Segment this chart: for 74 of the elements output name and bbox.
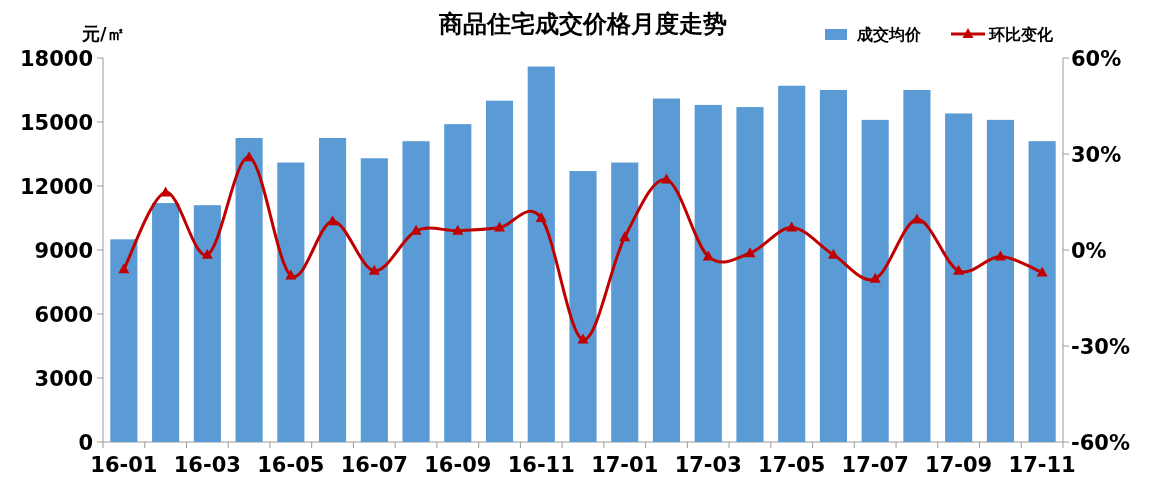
x-tick-label: 16-01 [90,453,158,477]
legend-label: 成交均价 [856,25,922,44]
bar [569,171,597,442]
y2-tick-label: 30% [1071,143,1122,167]
bar [110,239,138,442]
bar [903,90,931,442]
point [911,213,923,224]
y2-tick-label: 0% [1071,239,1107,263]
bar [277,162,305,442]
y-tick-label: 12000 [19,175,93,199]
x-tick-label: 17-01 [591,453,659,477]
bar [652,98,681,442]
point [452,224,464,235]
point [786,221,798,232]
y2-tick-label: -30% [1071,335,1130,359]
x-tick-label: 16-03 [173,453,241,477]
point [619,231,631,242]
x-tick-label: 16-11 [507,453,575,477]
y2-tick-label: -60% [1071,431,1130,455]
x-tick-label: 17-11 [1008,453,1076,477]
point [368,264,380,275]
x-tick-label: 17-05 [758,453,826,477]
y-tick-label: 0 [78,431,93,455]
bar [611,162,639,442]
x-tick-label: 17-09 [925,453,993,477]
point [702,250,714,261]
y-tick-label: 9000 [34,239,93,263]
bar [360,158,388,442]
point [494,221,506,232]
chart-title: 商品住宅成交价格月度走势 [438,10,727,38]
point [869,272,881,283]
bar [485,100,514,442]
point [827,248,839,259]
point [994,250,1006,261]
point [744,247,756,258]
y-tick-label: 18000 [19,47,93,71]
bar [152,203,180,442]
bar [235,138,263,442]
bar [527,66,555,442]
bar [402,141,430,442]
point [243,151,255,162]
bar [444,124,472,442]
bar [819,90,847,442]
y-tick-label: 15000 [19,111,93,135]
point [660,173,672,184]
bar [861,119,889,442]
point [118,263,130,274]
y-tick-label: 3000 [34,367,93,391]
x-tick-label: 16-09 [424,453,492,477]
point [327,215,339,226]
y-axis-title: 元/㎡ [81,23,125,44]
bar [778,85,806,442]
y-tick-label: 6000 [34,303,93,327]
point [160,186,172,197]
x-tick-label: 17-03 [674,453,742,477]
bar [694,104,722,442]
point [577,333,589,344]
point [410,224,422,235]
bar [319,138,347,442]
x-tick-label: 16-07 [340,453,408,477]
bar [986,119,1014,442]
y2-tick-label: 60% [1071,47,1122,71]
x-tick-label: 16-05 [257,453,325,477]
bar [945,113,973,442]
point [1036,266,1048,277]
point [285,269,297,280]
point [953,264,965,275]
bar [1028,141,1056,442]
x-tick-label: 17-07 [841,453,909,477]
point [201,248,213,259]
bar [193,205,221,442]
legend-label: 环比变化 [988,25,1054,44]
bar [736,107,764,442]
point [535,212,547,222]
